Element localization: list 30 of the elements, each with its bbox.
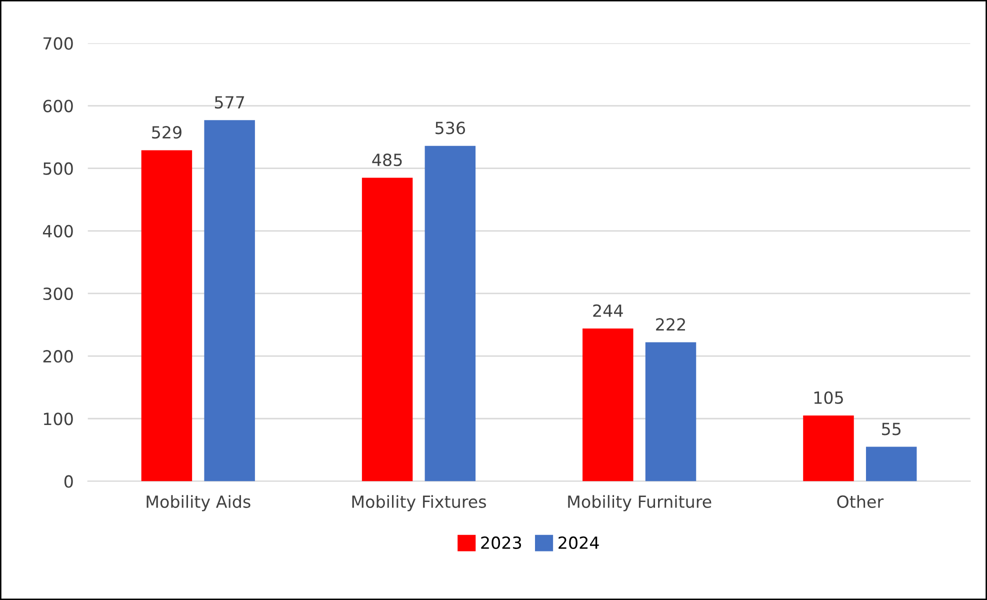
x-tick-label: Other — [837, 495, 884, 508]
data-label: 536 — [436, 122, 466, 134]
x-tick-label: Mobility Fixtures — [352, 495, 486, 512]
legend-label: 2024 — [558, 536, 599, 550]
y-tick-label: 500 — [43, 162, 73, 175]
legend-label: 2023 — [481, 536, 522, 550]
data-label: 105 — [814, 391, 843, 404]
bar — [204, 120, 255, 482]
bar — [424, 146, 476, 482]
bar — [645, 342, 696, 482]
y-tick-label: 200 — [43, 350, 73, 363]
data-label: 244 — [593, 304, 623, 317]
y-tick-label: 100 — [44, 412, 73, 426]
bar — [866, 446, 917, 482]
y-tick-label: 600 — [43, 100, 73, 112]
data-label: 55 — [882, 422, 901, 436]
data-label: 577 — [214, 96, 244, 109]
y-tick-label: 300 — [43, 287, 73, 300]
data-label: 485 — [372, 154, 402, 166]
bar — [362, 178, 413, 482]
x-tick-label: Mobility Furniture — [568, 495, 712, 512]
data-label: 222 — [656, 318, 685, 330]
y-tick-label: 700 — [44, 37, 73, 50]
bar — [582, 328, 634, 482]
x-tick-label: Mobility Aids — [146, 495, 250, 512]
bar — [141, 150, 192, 482]
y-tick-label: 0 — [64, 475, 73, 488]
bar — [803, 416, 854, 482]
data-label: 529 — [152, 126, 182, 139]
y-tick-label: 400 — [42, 224, 73, 238]
